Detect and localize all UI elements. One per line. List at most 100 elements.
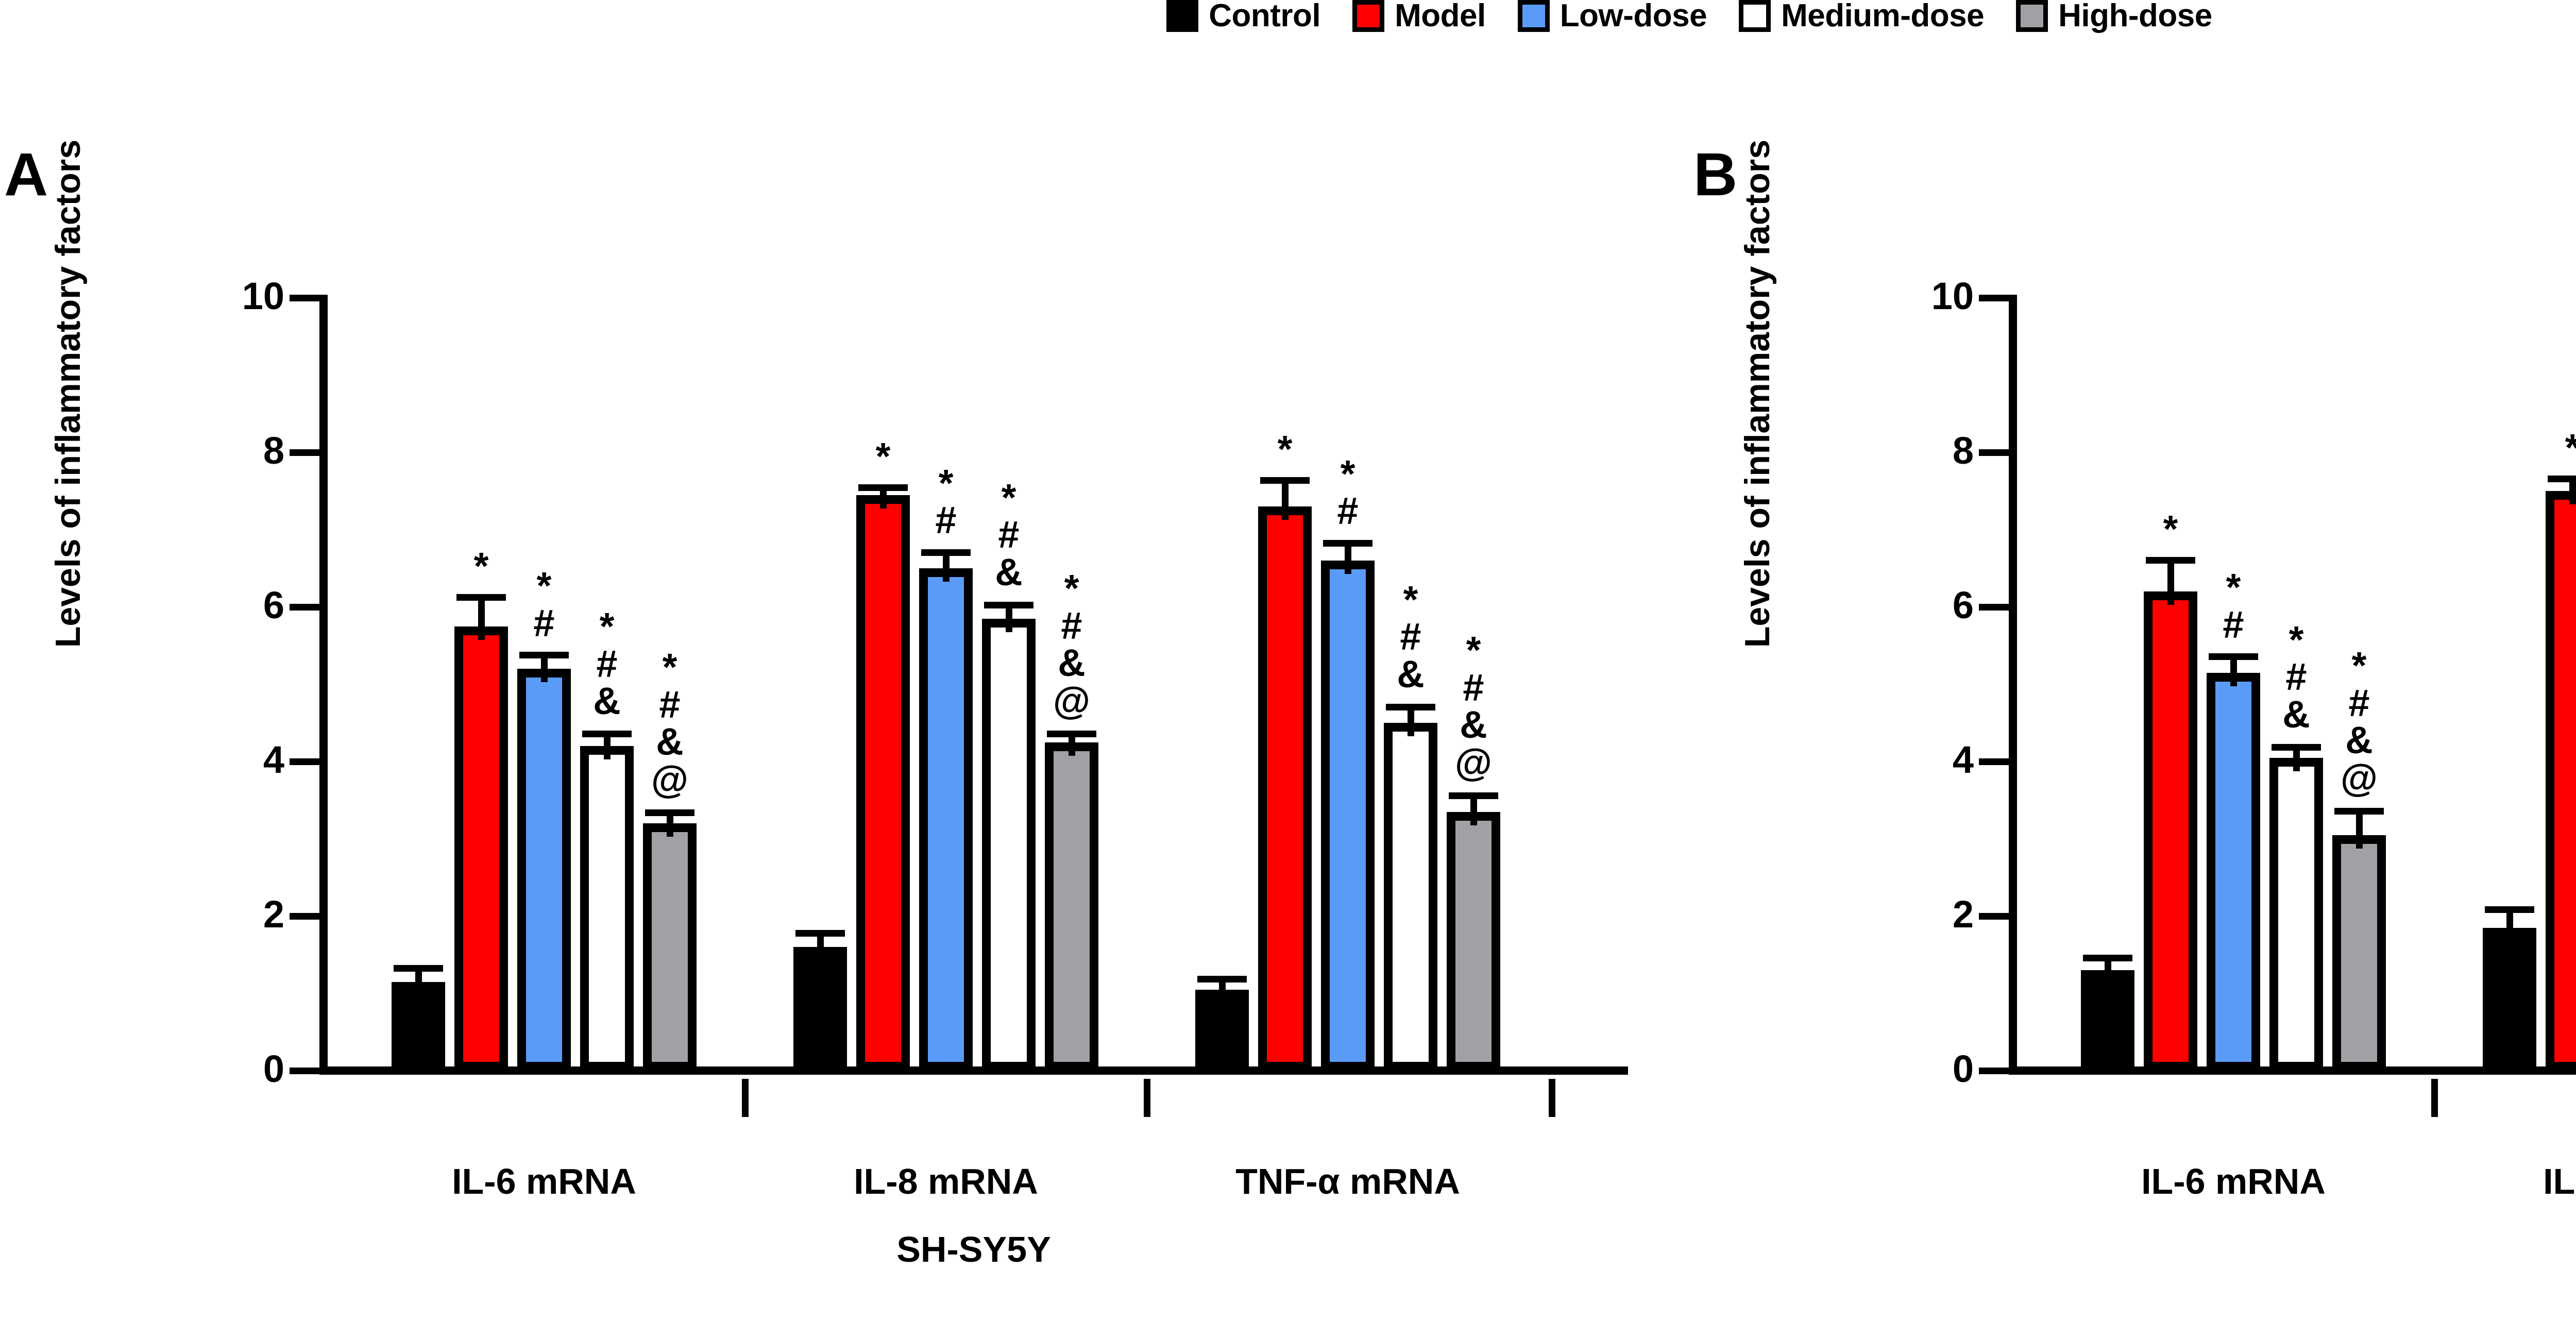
panel-a-y-tick-2 — [290, 913, 319, 920]
legend-label-model: Model — [1395, 0, 1486, 33]
panel-a-y-tick-label-2: 2 — [263, 893, 284, 936]
bar-model-il-6-mrna — [454, 626, 508, 1071]
significance-marker-low-dose-il-6-mrna: * # — [533, 564, 555, 645]
bar-low-dose-il-8-mrna — [919, 568, 973, 1071]
bar-low-dose-il-6-mrna — [517, 669, 571, 1071]
panel-a-x-group-label-il-8-mrna: IL-8 mRNA — [854, 1161, 1038, 1201]
panel-a-x-tick-2 — [1144, 1079, 1150, 1117]
error-bar-cap-medium-dose-il-8-mrna — [984, 601, 1033, 608]
error-bar-low-dose-il-8-mrna — [943, 549, 950, 582]
bar-high-dose-il-6-mrna — [2332, 835, 2386, 1071]
significance-marker-model-il-6-mrna: * — [2163, 507, 2178, 550]
legend-label-low-dose: Low-dose — [1560, 0, 1707, 33]
bar-model-tnf-mrna — [1258, 506, 1312, 1071]
error-bar-model-tnf-mrna — [1282, 477, 1289, 520]
error-bar-control-il-8-mrna — [817, 930, 824, 960]
panel-a-y-tick-label-0: 0 — [263, 1047, 284, 1090]
significance-marker-low-dose-il-6-mrna: * # — [2223, 566, 2244, 646]
significance-marker-high-dose-il-6-mrna: * # & @ — [651, 646, 689, 801]
significance-marker-medium-dose-il-8-mrna: * # & — [995, 476, 1023, 594]
chart-legend: Control Model Low-dose Medium-dose High-dose — [0, 0, 2576, 32]
panel-a-plot: 0 2 4 6 8 10 * * # * # & * # & @ IL-6 mRNA * * # * # … — [242, 277, 1628, 1201]
significance-marker-model-tnf-mrna: * — [1277, 428, 1293, 470]
legend-item-control: Control — [1166, 0, 1321, 33]
error-bar-high-dose-tnf-mrna — [1470, 792, 1477, 825]
legend-swatch-control — [1166, 0, 1199, 32]
significance-marker-model-il-6-mrna: * — [473, 544, 489, 587]
bar-low-dose-il-6-mrna — [2207, 672, 2260, 1071]
panel-a-y-tick-6 — [290, 604, 319, 611]
error-bar-medium-dose-tnf-mrna — [1408, 703, 1414, 736]
panel-b-cell-line-label: PC-12 — [2009, 1231, 2576, 1267]
significance-marker-medium-dose-il-6-mrna: * # & — [2282, 618, 2310, 736]
panel-b: B Levels of inflammatory factors 0 2 4 6 8 10… — [1689, 0, 2576, 1338]
bar-medium-dose-il-6-mrna — [580, 746, 634, 1071]
legend-label-control: Control — [1209, 0, 1321, 33]
bar-high-dose-il-6-mrna — [643, 823, 697, 1071]
error-bar-cap-low-dose-il-6-mrna — [519, 652, 569, 658]
panel-b-y-tick-10 — [1979, 295, 2009, 301]
error-bar-cap-medium-dose-tnf-mrna — [1386, 703, 1435, 710]
panel-a-y-tick-4 — [290, 758, 319, 765]
error-bar-cap-medium-dose-il-6-mrna — [2272, 743, 2321, 751]
significance-marker-low-dose-tnf-mrna: * # — [1337, 452, 1359, 533]
bar-medium-dose-tnf-mrna — [1384, 723, 1437, 1071]
panel-a-y-axis-line — [319, 295, 328, 1075]
error-bar-high-dose-il-6-mrna — [2356, 808, 2363, 849]
panel-b-x-group-label-il-6-mrna: IL-6 mRNA — [2141, 1161, 2326, 1201]
panel-b-x-tick-1 — [2431, 1079, 2438, 1117]
legend-item-medium-dose: Medium-dose — [1739, 0, 1985, 32]
panel-b-x-group-label-il-8-mrna: IL-8 mRNA — [2543, 1161, 2576, 1201]
legend-item-model: Model — [1352, 0, 1486, 32]
bar-model-il-6-mrna — [2144, 591, 2197, 1071]
error-bar-control-tnf-mrna — [1219, 975, 1226, 1003]
bar-high-dose-tnf-mrna — [1447, 811, 1500, 1071]
legend-swatch-medium-dose — [1739, 0, 1771, 32]
significance-marker-medium-dose-il-6-mrna: * # & — [593, 605, 621, 723]
panel-b-y-tick-label-8: 8 — [1952, 429, 1974, 472]
panel-b-y-tick-label-4: 4 — [1952, 738, 1974, 781]
panel-b-letter: B — [1693, 141, 1738, 209]
significance-marker-model-il-8-mrna: * — [2526, 429, 2576, 467]
error-bar-cap-low-dose-il-8-mrna — [921, 549, 971, 556]
legend-swatch-high-dose — [2016, 0, 2048, 32]
panel-b-y-tick-2 — [1979, 913, 2009, 920]
legend-swatch-low-dose — [1517, 0, 1550, 32]
legend-item-high-dose: High-dose — [2016, 0, 2212, 32]
error-bar-control-il-6-mrna — [415, 964, 422, 995]
error-bar-low-dose-il-6-mrna — [2230, 653, 2237, 686]
bar-control-il-8-mrna — [793, 947, 847, 1071]
panel-b-y-axis-line — [2009, 295, 2017, 1075]
significance-marker-model-il-8-mrna: * — [875, 434, 891, 478]
bar-control-tnf-mrna — [1195, 989, 1249, 1071]
error-bar-cap-model-tnf-mrna — [1260, 477, 1310, 484]
panel-b-y-tick-4 — [1979, 758, 2009, 765]
panel-b-y-tick-label-6: 6 — [1952, 584, 1974, 626]
significance-marker-high-dose-tnf-mrna: * # & @ — [1454, 629, 1493, 784]
panel-a-x-group-label-tnf-mrna: TNF-α mRNA — [1235, 1161, 1460, 1201]
error-bar-medium-dose-il-8-mrna — [1006, 601, 1012, 632]
error-bar-cap-low-dose-il-6-mrna — [2209, 653, 2258, 660]
panel-a-y-tick-0 — [290, 1068, 319, 1074]
error-bar-cap-medium-dose-il-6-mrna — [582, 731, 632, 737]
error-bar-cap-model-il-8-mrna — [2548, 476, 2576, 482]
significance-marker-medium-dose-tnf-mrna: * # & — [1397, 578, 1425, 696]
significance-marker-high-dose-il-8-mrna: * # & @ — [1053, 567, 1091, 722]
error-bar-cap-high-dose-tnf-mrna — [1449, 792, 1498, 799]
bar-model-il-8-mrna — [2546, 491, 2576, 1071]
error-bar-medium-dose-il-6-mrna — [2293, 743, 2300, 771]
panel-a-x-tick-1 — [742, 1079, 749, 1117]
legend-item-low-dose: Low-dose — [1517, 0, 1707, 33]
error-bar-cap-control-il-6-mrna — [2083, 955, 2132, 961]
significance-marker-high-dose-il-6-mrna: * # & @ — [2340, 644, 2378, 799]
panel-b-y-tick-label-10: 10 — [1931, 275, 1974, 317]
error-bar-control-il-6-mrna — [2105, 955, 2111, 984]
bar-control-il-6-mrna — [392, 981, 445, 1071]
panel-a-letter: A — [4, 141, 48, 209]
error-bar-model-il-6-mrna — [2167, 556, 2174, 605]
error-bar-cap-high-dose-il-8-mrna — [1047, 731, 1096, 737]
bar-control-il-6-mrna — [2081, 970, 2134, 1071]
panel-b-y-tick-label-2: 2 — [1952, 893, 1974, 936]
panel-a-x-group-label-il-6-mrna: IL-6 mRNA — [452, 1161, 636, 1201]
